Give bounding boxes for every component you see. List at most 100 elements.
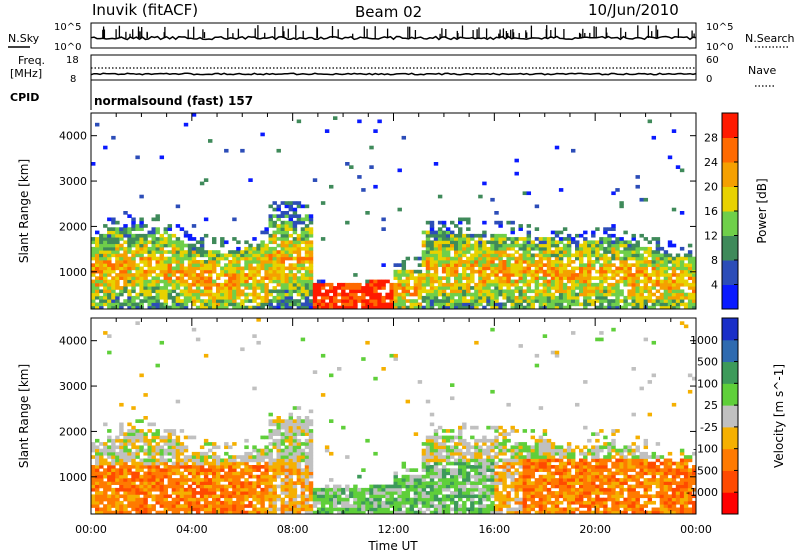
data-cell	[232, 504, 237, 508]
data-cell	[437, 240, 443, 245]
data-cell	[425, 491, 431, 495]
data-cell	[224, 471, 229, 476]
data-cell	[566, 240, 572, 245]
data-cell	[683, 282, 689, 287]
data-cell	[228, 250, 233, 254]
data-cell	[526, 282, 532, 287]
data-cell	[482, 465, 487, 469]
data-cell	[163, 237, 169, 241]
data-cell	[506, 494, 511, 499]
data-cell	[599, 266, 604, 271]
data-cell	[252, 246, 257, 251]
data-cell	[220, 240, 225, 245]
data-cell	[530, 243, 536, 248]
data-cell	[393, 263, 398, 267]
data-cell	[99, 263, 104, 267]
data-cell	[474, 253, 479, 258]
data-cell	[421, 461, 427, 466]
data-cell	[159, 289, 165, 294]
data-cell	[248, 253, 253, 258]
data-cell	[228, 302, 233, 307]
data-cell	[397, 269, 402, 274]
data-cell	[425, 468, 431, 472]
data-cell	[425, 474, 431, 479]
data-cell	[595, 292, 600, 297]
data-cell	[441, 487, 447, 492]
data-cell	[284, 220, 290, 225]
data-cell	[276, 445, 281, 450]
data-cell	[445, 286, 451, 290]
data-cell	[450, 269, 455, 274]
data-cell	[482, 299, 487, 303]
data-cell	[135, 224, 140, 228]
data-cell	[474, 282, 479, 287]
data-cell	[151, 507, 156, 512]
data-cell	[292, 286, 298, 290]
data-cell	[571, 282, 576, 287]
data-cell	[421, 253, 427, 258]
data-cell	[111, 468, 116, 472]
data-cell	[292, 445, 298, 450]
data-cell	[651, 135, 657, 140]
data-cell	[595, 240, 600, 245]
data-cell	[264, 468, 269, 472]
data-cell	[353, 286, 358, 290]
data-cell	[486, 461, 491, 466]
data-cell	[280, 432, 286, 436]
data-cell	[240, 282, 245, 287]
data-cell	[526, 299, 532, 303]
data-cell	[502, 471, 507, 476]
data-cell	[611, 282, 616, 287]
data-cell	[611, 243, 616, 248]
data-cell	[595, 246, 600, 251]
data-cell	[95, 237, 100, 241]
data-cell	[397, 276, 402, 280]
data-cell	[240, 474, 245, 479]
data-cell	[643, 299, 649, 303]
data-cell	[478, 481, 483, 485]
data-cell	[562, 266, 568, 271]
data-cell	[445, 451, 451, 456]
data-cell	[421, 279, 427, 284]
data-cell	[300, 500, 306, 505]
data-cell	[111, 240, 116, 245]
data-cell	[115, 510, 120, 515]
data-cell	[244, 263, 249, 267]
data-cell	[498, 289, 503, 294]
data-cell	[425, 246, 431, 251]
data-cell	[462, 458, 467, 463]
data-cell	[421, 494, 427, 499]
data-cell	[155, 500, 160, 505]
data-cell	[175, 240, 181, 245]
data-cell	[216, 465, 221, 469]
data-cell	[256, 260, 261, 264]
data-cell	[518, 266, 523, 271]
data-cell	[587, 302, 592, 307]
data-cell	[558, 269, 564, 274]
data-cell	[91, 295, 96, 300]
data-cell	[510, 266, 515, 271]
data-cell	[228, 445, 233, 450]
data-cell	[357, 286, 362, 290]
data-cell	[671, 289, 677, 294]
data-cell	[308, 266, 314, 271]
data-cell	[296, 250, 302, 254]
data-cell	[441, 507, 447, 512]
data-cell	[401, 135, 407, 140]
data-cell	[397, 286, 402, 290]
data-cell	[635, 292, 640, 297]
data-cell	[566, 260, 572, 264]
data-cell	[260, 279, 265, 284]
data-cell	[107, 237, 112, 241]
data-cell	[466, 507, 471, 512]
data-cell	[288, 279, 294, 284]
data-cell	[292, 451, 298, 456]
data-cell	[542, 279, 548, 284]
data-cell	[575, 292, 580, 297]
data-cell	[478, 266, 483, 271]
data-cell	[220, 468, 225, 472]
data-cell	[264, 487, 269, 492]
data-cell	[502, 474, 507, 479]
data-cell	[445, 305, 451, 310]
